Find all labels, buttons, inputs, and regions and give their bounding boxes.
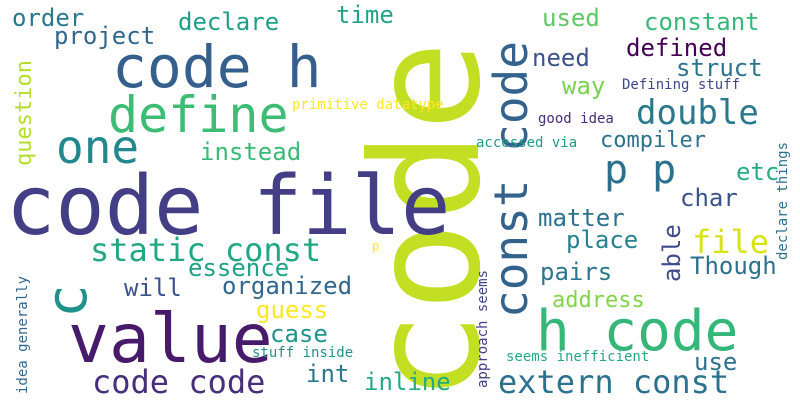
- word-instead: instead: [200, 138, 302, 166]
- word-though: Though: [690, 252, 777, 280]
- word-double: double: [636, 93, 759, 133]
- word-order: order: [12, 4, 85, 32]
- word-compiler: compiler: [600, 128, 706, 153]
- word-seems-inefficient: seems inefficient: [506, 349, 650, 365]
- word-file: file: [692, 223, 770, 261]
- word-project: project: [54, 22, 156, 50]
- word-inline: inline: [364, 368, 451, 396]
- word-const-code: const code: [484, 41, 538, 318]
- word-organized: organized: [222, 272, 353, 300]
- word-idea-generally: idea generally: [15, 275, 31, 394]
- word-stuff-inside: stuff inside: [252, 345, 354, 361]
- word-code-code: code code: [92, 363, 266, 400]
- word-approach-seems: approach seems: [475, 269, 491, 388]
- word-code-h: code h: [112, 33, 322, 101]
- word-define: define: [108, 86, 289, 144]
- word-used: used: [542, 4, 600, 32]
- word-essence: essence: [188, 254, 290, 282]
- word-struct: struct: [676, 54, 763, 82]
- word-question: question: [12, 60, 37, 166]
- word-extern-const: extern const: [498, 363, 730, 400]
- word-place: place: [566, 226, 639, 254]
- word-need: need: [532, 44, 590, 72]
- word-address: address: [552, 288, 645, 313]
- word-p-p: p p: [604, 147, 677, 193]
- word-defined: defined: [626, 34, 728, 62]
- word-value: value: [68, 300, 273, 379]
- word-guess: guess: [256, 296, 329, 324]
- word-defining-stuff: Defining stuff: [622, 77, 741, 93]
- word-matter: matter: [538, 204, 625, 232]
- word-char: char: [680, 184, 738, 212]
- word-etc: etc: [736, 158, 780, 186]
- word-code-file: code file: [6, 159, 451, 254]
- word-c: c: [35, 284, 100, 318]
- word-able: able: [658, 224, 686, 282]
- word-accessed-via: accessed via: [476, 135, 578, 151]
- word-declare: declare: [178, 8, 280, 36]
- word-time: time: [336, 1, 394, 29]
- word-h-code: h code: [536, 299, 739, 364]
- word-use: use: [694, 348, 738, 376]
- word-int: int: [306, 360, 350, 388]
- word-constant: constant: [644, 8, 760, 36]
- word-good-idea: good idea: [538, 111, 614, 127]
- word-static-const: static const: [90, 231, 322, 269]
- word-p: p: [372, 239, 380, 253]
- word-primitive-datatype: primitive datatype: [292, 97, 444, 113]
- word-way: way: [562, 72, 606, 100]
- word-pairs: pairs: [540, 258, 613, 286]
- word-one: one: [56, 120, 140, 174]
- word-will: will: [124, 274, 182, 302]
- word-case: case: [270, 320, 328, 348]
